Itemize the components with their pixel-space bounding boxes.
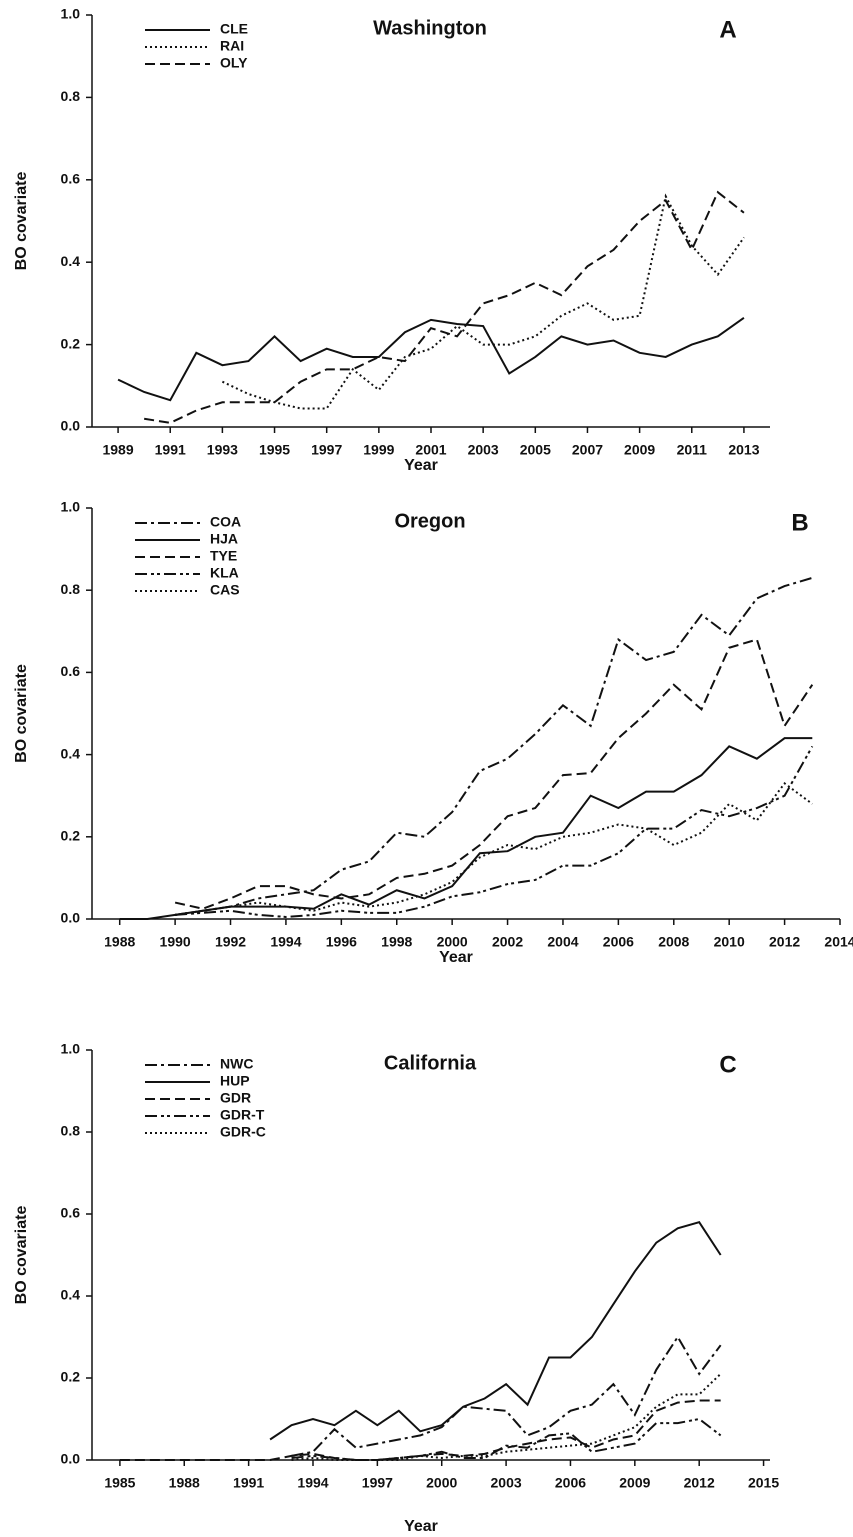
series-line — [174, 576, 813, 916]
x-tick-label: 2006 — [555, 1475, 586, 1491]
x-tick-label: 1990 — [160, 934, 191, 950]
series-line — [269, 1221, 722, 1441]
y-tick-label: 0.6 — [61, 663, 81, 679]
series-line — [143, 190, 745, 424]
panel-letter: B — [791, 509, 808, 536]
panel: 0.0 0.2 0.4 0.6 0.8 1.0 1989 1991 1993 1995 1997 19… — [13, 6, 770, 474]
x-tick-label: 2008 — [658, 934, 689, 950]
x-tick-label: 2012 — [769, 934, 800, 950]
x-tick-label: 2005 — [520, 442, 551, 458]
x-tick-label: 1988 — [104, 934, 135, 950]
x-tick-label: 2001 — [415, 442, 446, 458]
x-tick-label: 2012 — [684, 1475, 715, 1491]
chart-title: California — [384, 1052, 477, 1074]
x-tick-label: 2006 — [603, 934, 634, 950]
y-tick-label: 0.4 — [61, 745, 81, 761]
legend-label: TYE — [210, 548, 237, 564]
x-tick-label: 1992 — [215, 934, 246, 950]
x-tick-label: 1985 — [104, 1475, 135, 1491]
series-line — [291, 1373, 722, 1461]
legend-label: HJA — [210, 531, 238, 547]
x-tick-label: 1991 — [233, 1475, 264, 1491]
chart-title: Oregon — [394, 510, 465, 532]
y-tick-label: 0.8 — [61, 88, 81, 104]
y-tick-label: 0.2 — [61, 1369, 81, 1385]
series-line — [119, 1399, 721, 1461]
x-tick-label: 1994 — [270, 934, 301, 950]
legend-label: RAI — [220, 38, 244, 54]
y-axis-label: BO covariate — [13, 664, 30, 763]
x-tick-label: 1997 — [362, 1475, 393, 1491]
legend-label: CLE — [220, 21, 248, 37]
x-tick-label: 1993 — [207, 442, 238, 458]
y-tick-label: 0.0 — [61, 1451, 81, 1467]
legend-label: NWC — [220, 1056, 253, 1072]
x-tick-label: 1989 — [102, 442, 133, 458]
x-tick-label: 2010 — [714, 934, 745, 950]
y-tick-label: 0.4 — [61, 253, 81, 269]
x-axis-label: Year — [439, 949, 473, 966]
y-axis-label: BO covariate — [13, 172, 30, 271]
y-axis-label: BO covariate — [13, 1206, 30, 1305]
x-axis-label: Year — [404, 1518, 438, 1535]
x-tick-label: 1999 — [363, 442, 394, 458]
x-tick-label: 2015 — [748, 1475, 779, 1491]
x-tick-label: 2013 — [728, 442, 759, 458]
legend-label: GDR-T — [220, 1107, 265, 1123]
panel-letter: A — [719, 16, 736, 43]
chart-title: Washington — [373, 17, 487, 39]
legend-label: HUP — [220, 1073, 250, 1089]
series-line — [221, 193, 745, 410]
series-line — [291, 1417, 722, 1461]
y-tick-label: 1.0 — [61, 499, 81, 515]
x-tick-label: 2000 — [437, 934, 468, 950]
panel: 0.0 0.2 0.4 0.6 0.8 1.0 1985 1988 1991 1994 1997 20… — [13, 1041, 779, 1536]
y-tick-label: 0.8 — [61, 1123, 81, 1139]
x-tick-label: 2009 — [619, 1475, 650, 1491]
x-tick-label: 2009 — [624, 442, 655, 458]
y-tick-label: 1.0 — [61, 6, 81, 22]
y-tick-label: 0.0 — [61, 418, 81, 434]
x-tick-label: 2014 — [824, 934, 853, 950]
y-tick-label: 0.2 — [61, 335, 81, 351]
series-line — [117, 317, 745, 402]
y-tick-label: 0.6 — [61, 1205, 81, 1221]
x-tick-label: 2004 — [547, 934, 578, 950]
series-line — [174, 638, 814, 910]
y-tick-label: 0.6 — [61, 171, 81, 187]
legend-label: GDR — [220, 1090, 251, 1106]
x-tick-label: 1991 — [155, 442, 186, 458]
series-line — [174, 781, 813, 916]
series-line — [175, 745, 814, 918]
panel: 0.0 0.2 0.4 0.6 0.8 1.0 1988 1990 1992 1994 1996 19… — [13, 499, 853, 967]
legend-label: OLY — [220, 55, 248, 71]
y-tick-label: 0.4 — [61, 1287, 81, 1303]
series-line — [119, 737, 813, 920]
legend-label: KLA — [210, 565, 239, 581]
x-tick-label: 2002 — [492, 934, 523, 950]
x-tick-label: 1988 — [169, 1475, 200, 1491]
x-axis-label: Year — [404, 457, 438, 474]
y-tick-label: 0.2 — [61, 828, 81, 844]
x-tick-label: 1998 — [381, 934, 412, 950]
y-tick-label: 0.8 — [61, 581, 81, 597]
x-tick-label: 1997 — [311, 442, 342, 458]
panel-letter: C — [719, 1051, 736, 1078]
legend-label: CAS — [210, 582, 240, 598]
legend-label: GDR-C — [220, 1124, 266, 1140]
x-tick-label: 1994 — [297, 1475, 328, 1491]
x-tick-label: 2003 — [468, 442, 499, 458]
x-tick-label: 2000 — [426, 1475, 457, 1491]
legend-label: COA — [210, 514, 241, 530]
x-tick-label: 1995 — [259, 442, 290, 458]
y-tick-label: 1.0 — [61, 1041, 81, 1057]
series-line — [291, 1335, 722, 1457]
x-tick-label: 2011 — [677, 442, 708, 458]
x-tick-label: 1996 — [326, 934, 357, 950]
y-tick-label: 0.0 — [61, 910, 81, 926]
x-tick-label: 2007 — [572, 442, 603, 458]
x-tick-label: 2003 — [491, 1475, 522, 1491]
